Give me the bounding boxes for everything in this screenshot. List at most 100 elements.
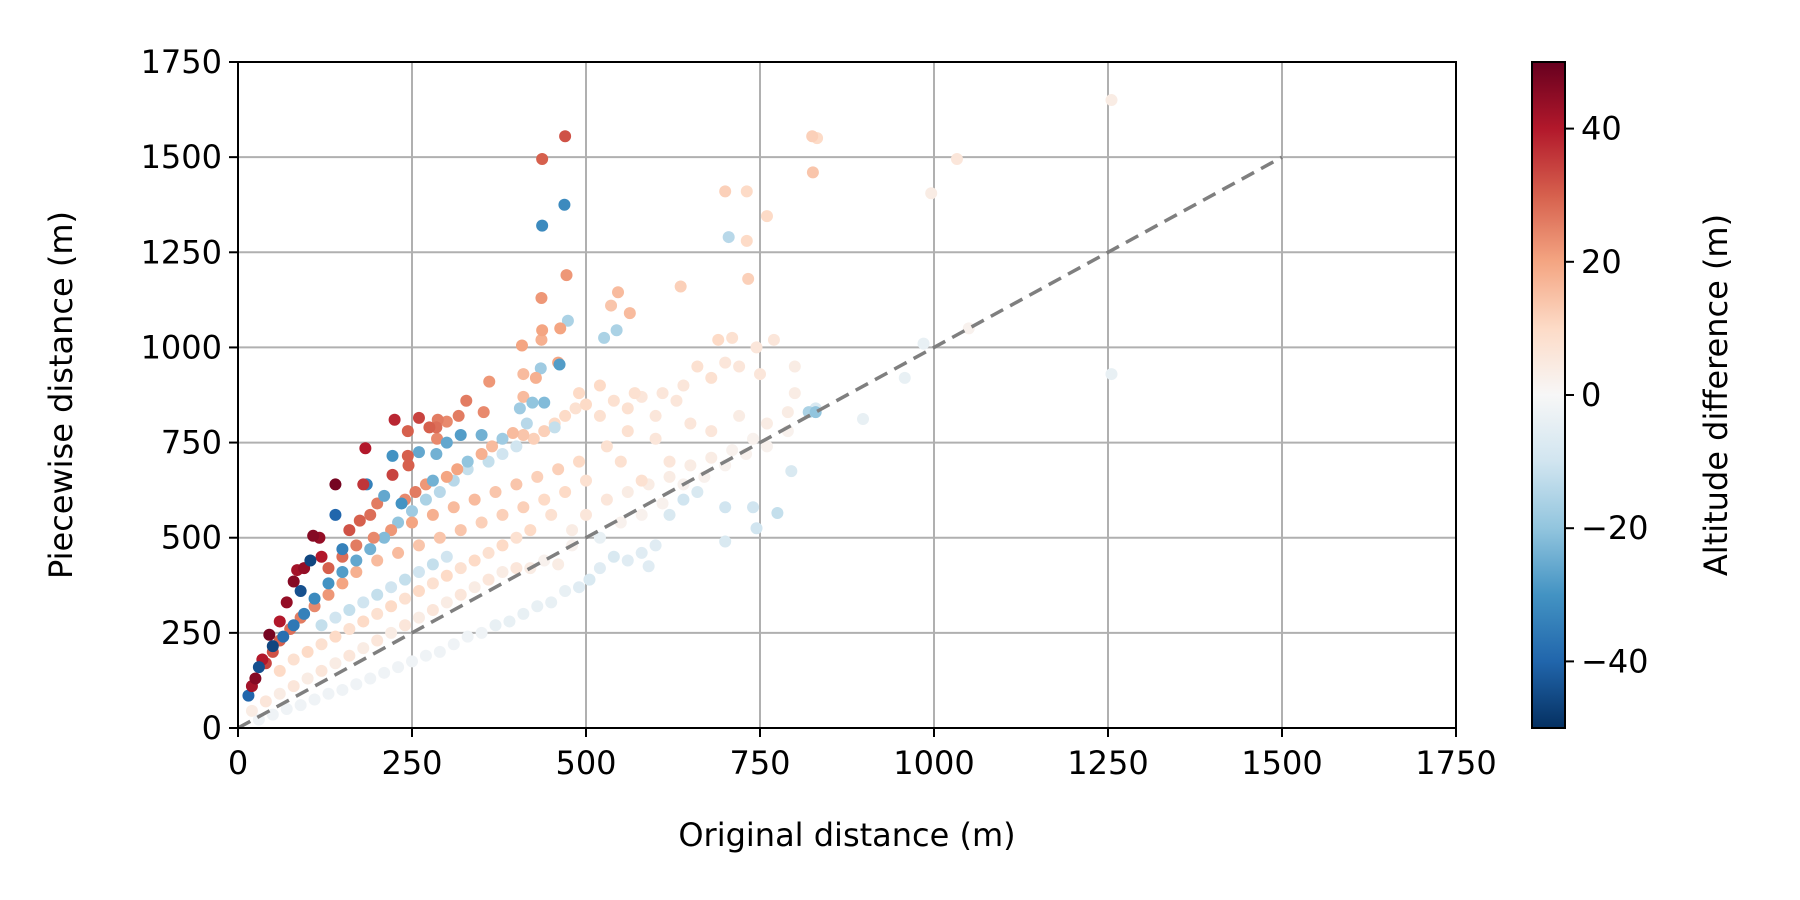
y-tick-label: 1500 — [141, 138, 222, 176]
data-point — [593, 562, 606, 575]
data-point — [705, 425, 718, 438]
y-tick-label: 1250 — [141, 233, 222, 271]
data-point — [259, 695, 272, 708]
data-point — [663, 455, 676, 468]
data-point — [452, 409, 465, 422]
data-point — [621, 425, 634, 438]
data-point — [336, 683, 349, 696]
data-point — [705, 451, 718, 464]
data-point — [406, 516, 418, 529]
data-point — [635, 546, 648, 559]
plot-frame — [237, 61, 1457, 729]
data-point — [294, 699, 307, 712]
data-point — [614, 516, 627, 529]
data-point — [635, 474, 648, 487]
data-point — [750, 341, 763, 354]
data-point — [350, 678, 363, 691]
data-point — [552, 463, 565, 476]
data-point — [510, 478, 523, 491]
data-point — [386, 449, 399, 462]
data-point — [663, 508, 676, 521]
data-point — [719, 185, 732, 198]
data-point — [350, 554, 363, 567]
data-point — [600, 440, 613, 453]
y-axis-ticks: 0 250 500 750 1000 1250 1500 1750 — [141, 43, 238, 747]
data-point — [610, 324, 623, 337]
data-point — [329, 657, 342, 670]
x-tick-label: 0 — [228, 744, 248, 782]
data-point — [454, 428, 467, 441]
data-point — [301, 672, 314, 685]
data-point — [371, 554, 384, 567]
data-point — [371, 588, 384, 601]
data-point — [857, 412, 870, 425]
data-point — [552, 558, 565, 571]
data-point — [496, 565, 509, 578]
data-point — [649, 409, 662, 422]
data-point — [719, 356, 732, 369]
data-point — [614, 455, 627, 468]
data-point — [656, 497, 669, 510]
data-point — [385, 600, 398, 613]
y-tick-label: 250 — [161, 614, 222, 652]
data-point — [559, 486, 572, 499]
data-point — [440, 550, 453, 563]
data-point — [496, 539, 509, 552]
data-point — [447, 501, 460, 514]
data-point — [573, 455, 586, 468]
data-point — [440, 569, 453, 582]
data-point — [419, 493, 432, 506]
data-point — [510, 440, 523, 453]
data-point — [517, 428, 530, 441]
data-point — [343, 604, 356, 617]
data-point — [357, 615, 370, 628]
data-point — [322, 562, 335, 575]
data-point — [649, 539, 662, 552]
data-point — [451, 463, 464, 476]
data-point — [670, 394, 683, 407]
y-tick-label: 750 — [161, 424, 222, 462]
data-point — [719, 501, 732, 514]
data-point — [367, 531, 380, 544]
data-point — [684, 459, 697, 472]
colorbar-tick-label: −20 — [1581, 509, 1649, 547]
data-point — [524, 524, 537, 537]
data-point — [506, 427, 519, 440]
data-point — [426, 474, 439, 487]
data-point — [612, 286, 625, 299]
data-point — [489, 619, 502, 632]
data-point — [760, 417, 773, 430]
data-point — [353, 514, 366, 527]
data-point — [561, 314, 574, 327]
data-point — [771, 506, 784, 519]
data-point — [531, 470, 544, 483]
data-point — [298, 607, 311, 620]
data-point — [760, 210, 773, 223]
data-point — [419, 649, 432, 662]
data-point — [526, 396, 539, 409]
data-point — [364, 508, 377, 521]
data-point — [747, 432, 760, 445]
data-point — [350, 539, 363, 552]
data-point — [642, 560, 655, 573]
data-point — [917, 337, 930, 350]
data-point — [545, 508, 558, 521]
data-point — [513, 402, 526, 415]
data-point — [475, 428, 488, 441]
data-point — [788, 360, 801, 373]
data-point — [598, 331, 611, 344]
data-point — [531, 600, 544, 613]
data-point — [623, 307, 636, 320]
data-point — [726, 331, 739, 344]
data-point — [273, 615, 286, 628]
data-point — [510, 531, 523, 544]
data-point — [336, 565, 349, 578]
data-point — [401, 449, 414, 462]
data-point — [560, 269, 573, 282]
data-point — [426, 577, 439, 590]
data-point — [656, 387, 669, 400]
data-point — [722, 231, 735, 244]
data-point — [385, 626, 398, 639]
data-point — [329, 630, 342, 643]
data-point — [395, 497, 408, 510]
